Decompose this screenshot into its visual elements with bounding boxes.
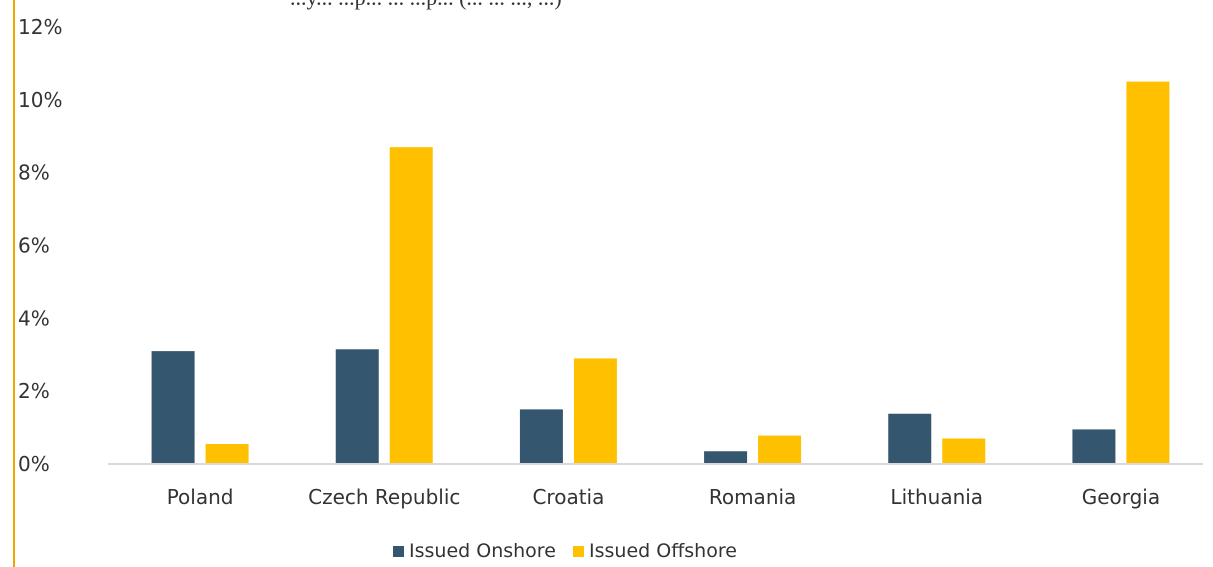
y-tick-label: 12% xyxy=(18,15,62,39)
bar-onshore-georgia xyxy=(1072,429,1116,464)
bars-group xyxy=(151,81,1170,465)
bar-offshore-poland xyxy=(205,443,249,464)
bar-onshore-lithuania xyxy=(888,413,932,464)
legend-label-offshore: Issued Offshore xyxy=(589,540,737,562)
x-category-label: Georgia xyxy=(1082,485,1160,509)
x-category-label: Romania xyxy=(709,485,796,509)
x-axis-labels: Poland Czech Republic Croatia Romania Lithua… xyxy=(167,485,1160,509)
bar-offshore-czech-republic xyxy=(389,147,433,465)
x-category-label: Poland xyxy=(167,485,234,509)
chart-title-fragment: ...y... ...p... ... ...p... (... ... ...… xyxy=(290,0,562,10)
x-category-label: Croatia xyxy=(532,485,604,509)
bar-onshore-czech-republic xyxy=(335,349,379,464)
legend-label-onshore: Issued Onshore xyxy=(409,540,556,562)
y-tick-label: 8% xyxy=(18,161,50,185)
y-tick-label: 6% xyxy=(18,234,50,258)
bar-onshore-poland xyxy=(151,351,195,464)
y-tick-label: 2% xyxy=(18,379,50,403)
y-tick-label: 0% xyxy=(18,452,50,476)
bar-onshore-croatia xyxy=(519,409,563,464)
bar-offshore-croatia xyxy=(573,358,617,464)
x-category-label: Czech Republic xyxy=(308,485,460,509)
x-category-label: Lithuania xyxy=(890,485,983,509)
bar-onshore-romania xyxy=(704,451,748,464)
bar-offshore-romania xyxy=(758,435,802,464)
bar-offshore-georgia xyxy=(1126,81,1170,464)
legend: Issued Onshore Issued Offshore xyxy=(393,540,737,562)
legend-swatch-offshore xyxy=(573,546,584,557)
legend-swatch-onshore xyxy=(393,546,404,557)
y-tick-label: 4% xyxy=(18,306,50,330)
y-tick-label: 10% xyxy=(18,88,62,112)
bar-offshore-lithuania xyxy=(942,438,986,464)
y-axis: 0% 2% 4% 6% 8% 10% 12% xyxy=(18,15,62,476)
